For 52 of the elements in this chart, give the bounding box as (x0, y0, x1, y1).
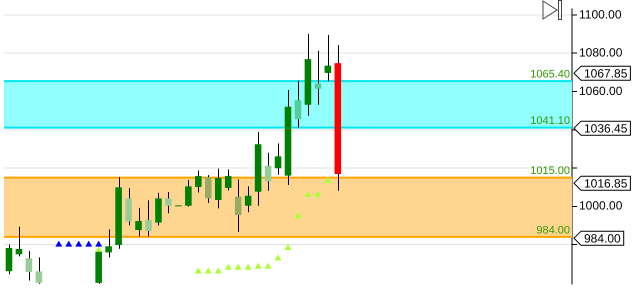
point (234, 264, 242, 270)
ref-line-label: 1015.00 (530, 165, 570, 178)
point (194, 268, 202, 274)
candlestick (145, 200, 152, 238)
point (304, 190, 312, 197)
point (294, 212, 302, 218)
candlestick (125, 188, 132, 226)
candlestick (204, 174, 212, 204)
candlestick (26, 250, 32, 282)
y-tick-label: 1080.00 (579, 46, 623, 60)
point (214, 268, 222, 274)
candlestick (185, 179, 192, 208)
point (244, 264, 252, 270)
point (314, 190, 322, 197)
point (204, 268, 212, 274)
point (65, 240, 72, 247)
point (224, 264, 232, 270)
candlestick (6, 244, 12, 275)
candlestick (224, 169, 232, 191)
candlestick (264, 152, 272, 192)
candlestick (274, 142, 282, 176)
text: 984.00 (584, 232, 622, 246)
candlestick (294, 80, 302, 129)
point (75, 240, 82, 247)
point (324, 176, 332, 183)
candlestick (195, 170, 202, 194)
ref-line-label: 984.00 (536, 224, 570, 236)
y-tick-label: 1000.00 (579, 198, 623, 213)
candlestick (244, 186, 252, 213)
text: 1036.45 (584, 122, 628, 136)
text: 1067.85 (584, 66, 628, 81)
candlestick (36, 256, 42, 284)
ref-line-label: 1041.10 (530, 115, 570, 128)
point (55, 240, 62, 247)
candlestick (234, 179, 242, 232)
candlestick (165, 191, 172, 214)
candlestick (135, 207, 142, 238)
ref-line-label: 1065.40 (530, 68, 570, 81)
y-tick-label: 1100.00 (579, 7, 622, 22)
text: 1016.85 (584, 176, 628, 191)
candlestick (314, 50, 322, 106)
candlestick (105, 228, 112, 258)
point (85, 240, 92, 247)
point (274, 254, 282, 260)
point (95, 240, 102, 247)
candlestick (16, 226, 22, 257)
point (284, 244, 292, 250)
candlestick (324, 34, 332, 82)
y-tick-label: 1060.00 (579, 84, 623, 98)
point (254, 262, 262, 269)
candlestick (214, 168, 222, 209)
point (264, 262, 272, 269)
